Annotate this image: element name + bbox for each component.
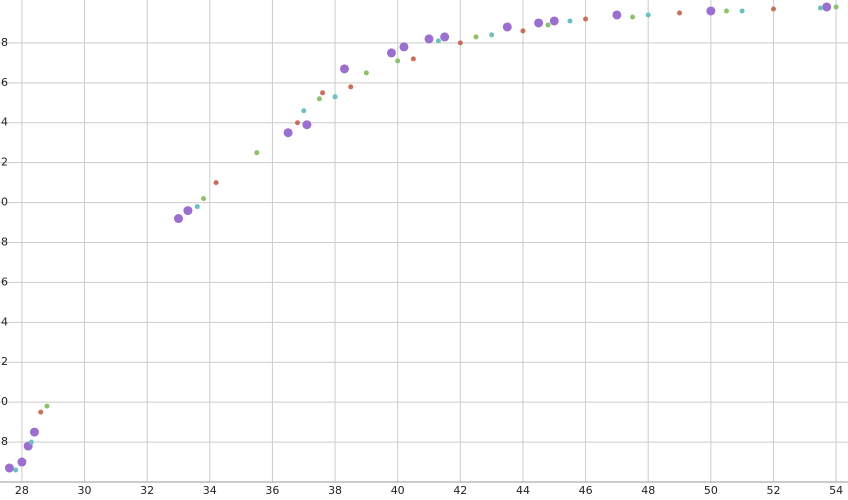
point xyxy=(339,64,349,74)
x-tick-label: 42 xyxy=(453,484,467,497)
x-tick-label: 40 xyxy=(391,484,405,497)
point xyxy=(502,22,512,32)
point xyxy=(534,18,544,28)
point xyxy=(457,40,463,46)
point xyxy=(183,206,193,216)
point xyxy=(4,463,14,473)
point xyxy=(739,8,745,14)
point xyxy=(583,16,589,22)
y-tick-label: 2 xyxy=(1,355,8,368)
point xyxy=(38,409,44,415)
point xyxy=(770,6,776,12)
point xyxy=(549,16,559,26)
y-tick-label: 0 xyxy=(1,395,8,408)
point xyxy=(645,12,651,18)
x-tick-label: 32 xyxy=(140,484,154,497)
x-tick-label: 28 xyxy=(15,484,29,497)
point xyxy=(29,427,39,437)
y-tick-label: 4 xyxy=(1,116,8,129)
point xyxy=(13,467,19,473)
point xyxy=(545,22,551,28)
x-tick-label: 44 xyxy=(516,484,530,497)
point xyxy=(723,8,729,14)
x-tick-label: 34 xyxy=(203,484,217,497)
point xyxy=(677,10,683,16)
point xyxy=(302,120,312,130)
point xyxy=(395,58,401,64)
y-tick-label: 0 xyxy=(1,196,8,209)
y-tick-label: 8 xyxy=(1,235,8,248)
y-tick-label: 4 xyxy=(1,315,8,328)
y-tick-label: 6 xyxy=(1,76,8,89)
point xyxy=(17,457,27,467)
y-tick-label: 2 xyxy=(1,156,8,169)
point xyxy=(822,2,832,12)
point xyxy=(283,128,293,138)
point xyxy=(194,204,200,210)
point xyxy=(520,28,526,34)
point xyxy=(612,10,622,20)
x-tick-label: 54 xyxy=(829,484,843,497)
point xyxy=(399,42,409,52)
x-tick-label: 36 xyxy=(265,484,279,497)
point xyxy=(316,96,322,102)
point xyxy=(424,34,434,44)
point xyxy=(28,439,34,445)
point xyxy=(435,38,441,44)
y-tick-label: 8 xyxy=(1,435,8,448)
y-tick-label: 6 xyxy=(1,275,8,288)
point xyxy=(348,84,354,90)
x-tick-label: 38 xyxy=(328,484,342,497)
point xyxy=(213,180,219,186)
point xyxy=(473,34,479,40)
x-tick-label: 52 xyxy=(766,484,780,497)
point xyxy=(173,214,183,224)
point xyxy=(301,108,307,114)
point xyxy=(254,150,260,156)
point xyxy=(363,70,369,76)
point xyxy=(410,56,416,62)
point xyxy=(706,6,716,16)
point xyxy=(44,403,50,409)
point xyxy=(833,4,839,10)
point xyxy=(386,48,396,58)
point xyxy=(567,18,573,24)
x-tick-label: 48 xyxy=(641,484,655,497)
y-tick-label: 8 xyxy=(1,36,8,49)
point xyxy=(294,120,300,126)
x-tick-label: 50 xyxy=(704,484,718,497)
point xyxy=(630,14,636,20)
point xyxy=(320,90,326,96)
point xyxy=(201,196,207,202)
x-tick-label: 46 xyxy=(579,484,593,497)
x-tick-label: 30 xyxy=(78,484,92,497)
point xyxy=(817,5,823,11)
point xyxy=(440,32,450,42)
point xyxy=(332,94,338,100)
point xyxy=(489,32,495,38)
